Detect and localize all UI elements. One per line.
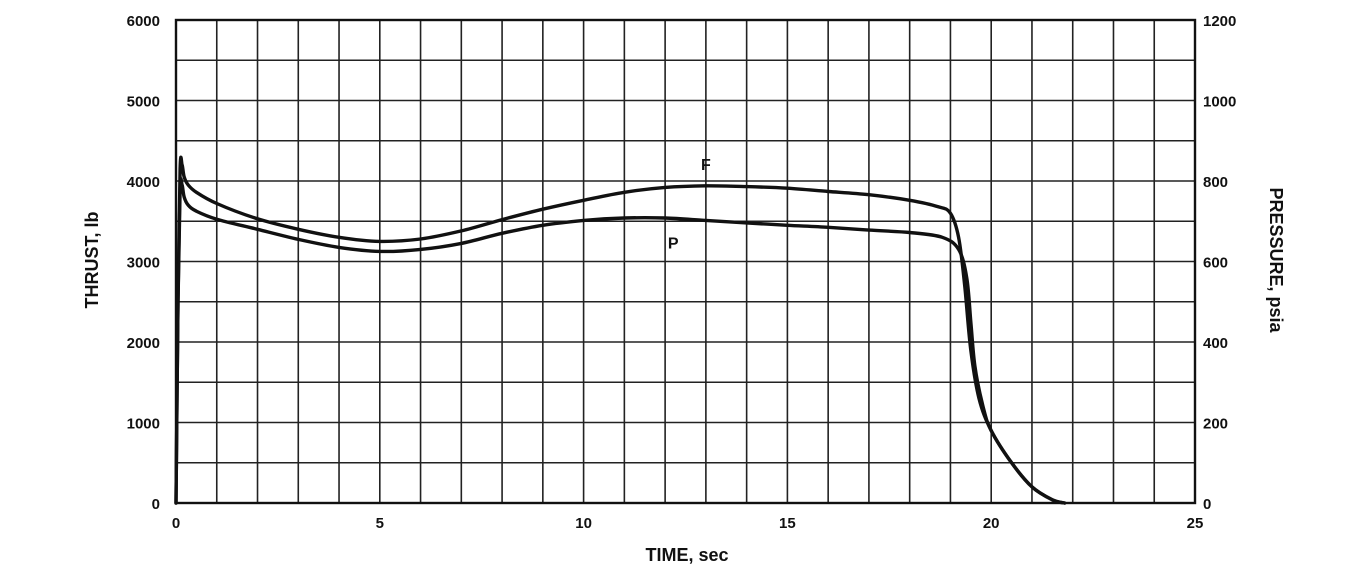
- left-y-tick-label: 6000: [127, 13, 160, 30]
- left-y-tick-label: 5000: [127, 94, 160, 111]
- plot-border: [174, 18, 1197, 505]
- left-y-tick-label: 0: [152, 496, 160, 513]
- series-label-f: F: [701, 157, 711, 174]
- curve-labels: FP: [668, 157, 711, 253]
- right-y-tick-label: 200: [1203, 416, 1228, 433]
- left-y-tick-label: 4000: [127, 174, 160, 191]
- right-y-tick-label: 0: [1203, 496, 1211, 513]
- left-axis-title: THRUST, lb: [82, 211, 102, 308]
- left-y-tick-label: 3000: [127, 255, 160, 272]
- x-tick-label: 0: [172, 515, 180, 532]
- x-tick-label: 25: [1187, 515, 1204, 532]
- series-label-p: P: [668, 236, 679, 253]
- right-y-tick-label: 1000: [1203, 94, 1236, 111]
- x-tick-label: 10: [575, 515, 592, 532]
- right-y-tick-label: 600: [1203, 255, 1228, 272]
- left-y-tick-label: 1000: [127, 416, 160, 433]
- right-y-tick-label: 1200: [1203, 13, 1236, 30]
- x-axis-title: TIME, sec: [645, 545, 728, 565]
- right-y-tick-label: 800: [1203, 174, 1228, 191]
- right-axis-title: PRESSURE, psia: [1266, 187, 1286, 333]
- series: [174, 155, 1067, 505]
- left-y-tick-label: 2000: [127, 335, 160, 352]
- x-tick-label: 20: [983, 515, 1000, 532]
- x-tick-label: 5: [376, 515, 384, 532]
- series-line-p: [174, 177, 1067, 505]
- right-y-tick-label: 400: [1203, 335, 1228, 352]
- tick-labels: 0 5 10 15 20 25 0 1000 2000 3000 4000 5000 6000 0 200 4…: [127, 13, 1237, 532]
- grid: [176, 20, 1195, 503]
- series-line-f: [174, 155, 1067, 505]
- x-tick-label: 15: [779, 515, 796, 532]
- plot-frame: [174, 18, 1197, 505]
